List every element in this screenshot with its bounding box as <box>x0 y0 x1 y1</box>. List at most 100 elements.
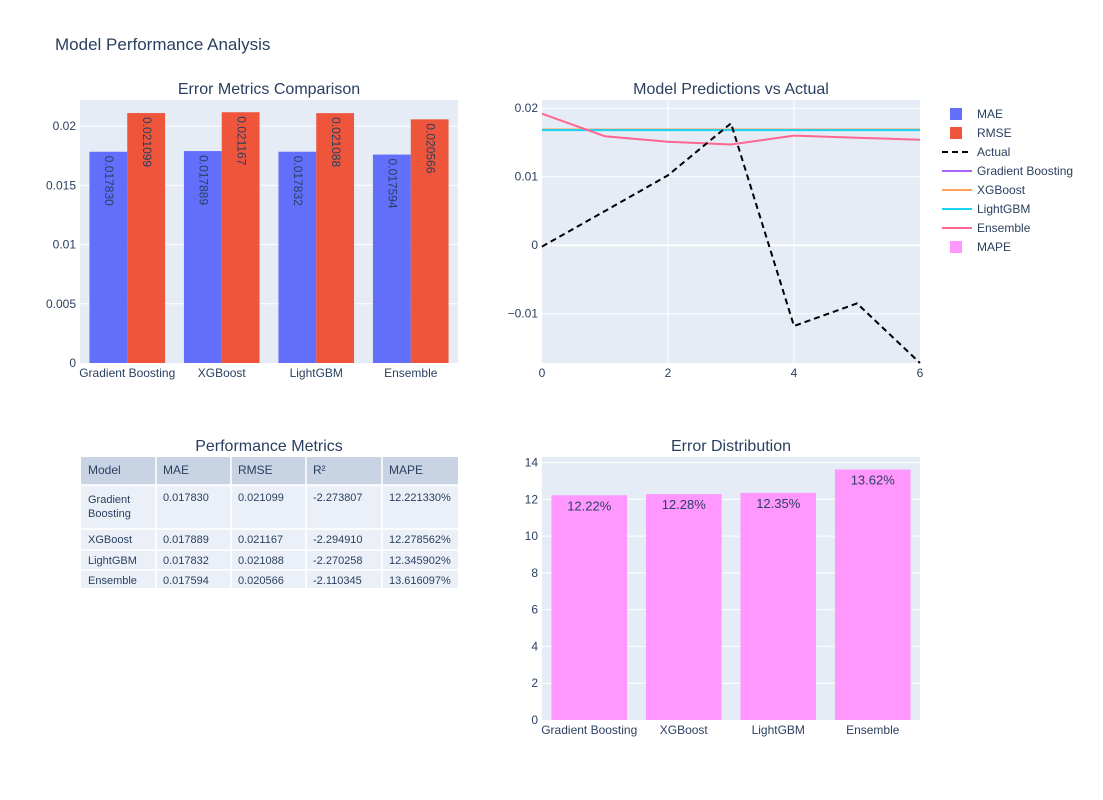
mae-data-label: 0.017832 <box>291 156 305 206</box>
table-cell: Ensemble <box>88 575 137 587</box>
table-cell: 0.021088 <box>238 555 284 567</box>
table-header-bg <box>81 457 458 485</box>
legend-swatch-rmse <box>950 127 962 139</box>
table-cell: Boosting <box>88 508 131 520</box>
mae-bar <box>183 151 222 363</box>
table-header-cell: MAPE <box>389 463 423 477</box>
predictions-chart: Model Predictions vs Actual 0 2 4 6 −0.01 0 0… <box>508 81 924 380</box>
y-tick-label: 4 <box>531 639 538 653</box>
table-cell: 0.017594 <box>163 575 209 587</box>
y-tick-label: 6 <box>531 603 538 617</box>
table-cell: Gradient <box>88 494 130 506</box>
x-tick-label: 2 <box>665 366 672 380</box>
rmse-data-label: 0.020566 <box>423 123 437 173</box>
legend-swatch-mape <box>950 241 962 253</box>
y-tick-label: 0.02 <box>515 101 539 115</box>
x-tick-label: Ensemble <box>846 723 900 737</box>
y-tick-label: −0.01 <box>508 307 539 321</box>
table-cell: 12.345902% <box>389 555 451 567</box>
x-tick-label: Gradient Boosting <box>541 723 637 737</box>
mape-bar <box>645 494 722 720</box>
table-cell: 0.017889 <box>163 534 209 546</box>
legend-label-mape: MAPE <box>977 240 1011 254</box>
y-tick-label: 14 <box>525 456 539 470</box>
rmse-data-label: 0.021088 <box>329 117 343 167</box>
error-metrics-title: Error Metrics Comparison <box>178 81 360 98</box>
x-tick-label: LightGBM <box>752 723 805 737</box>
mape-bar <box>740 492 817 720</box>
y-tick-label: 0 <box>69 356 76 370</box>
x-tick-label: 6 <box>917 366 924 380</box>
rmse-bar <box>127 113 166 363</box>
y-tick-label: 0.01 <box>53 238 77 252</box>
mape-data-label: 13.62% <box>851 473 896 488</box>
legend-swatch-mae <box>950 108 962 120</box>
y-tick-label: 0.015 <box>46 178 76 192</box>
y-tick-label: 10 <box>525 529 539 543</box>
table-row-bg <box>81 529 458 550</box>
mae-data-label: 0.017830 <box>102 156 116 206</box>
mape-bar <box>834 469 911 720</box>
x-tick-label: Ensemble <box>384 366 438 380</box>
table-cell: LightGBM <box>88 555 137 567</box>
table-cell: -2.270258 <box>313 555 363 567</box>
x-tick-label: LightGBM <box>290 366 343 380</box>
y-tick-label: 0 <box>531 238 538 252</box>
table-cell: 0.017832 <box>163 555 209 567</box>
legend-label-rmse: RMSE <box>977 126 1012 140</box>
mae-data-label: 0.017594 <box>386 159 400 209</box>
legend: MAE RMSE Actual Gradient Boosting XGBoost Lig… <box>942 107 1073 254</box>
mae-bar <box>372 154 411 363</box>
mape-data-label: 12.28% <box>662 497 707 512</box>
legend-label-actual: Actual <box>977 145 1010 159</box>
table-row-bg <box>81 485 458 529</box>
table-header-cell: MAE <box>163 463 189 477</box>
table-row-bg <box>81 570 458 588</box>
x-tick-label: XGBoost <box>198 366 247 380</box>
y-tick-label: 0.01 <box>515 170 539 184</box>
y-tick-label: 2 <box>531 676 538 690</box>
mape-bar <box>551 495 628 720</box>
predictions-plot-area <box>542 100 920 363</box>
predictions-title: Model Predictions vs Actual <box>633 81 829 98</box>
ensemble-line <box>541 112 921 146</box>
table-header-cell: R² <box>313 463 326 477</box>
table-cell: 12.221330% <box>389 492 451 504</box>
legend-label-gradient-boosting: Gradient Boosting <box>977 164 1073 178</box>
actual-line <box>541 121 921 364</box>
table-header-cell: RMSE <box>238 463 273 477</box>
performance-table-title: Performance Metrics <box>195 438 343 455</box>
y-tick-label: 8 <box>531 566 538 580</box>
y-tick-label: 12 <box>525 492 539 506</box>
table-cell: -2.294910 <box>313 534 363 546</box>
table-cell: XGBoost <box>88 534 132 546</box>
table-header-cell: Model <box>88 463 121 477</box>
error-metrics-chart: Error Metrics Comparison 0.017830 0.02109… <box>46 81 458 380</box>
mae-data-label: 0.017889 <box>197 155 211 205</box>
rmse-data-label: 0.021099 <box>140 117 154 167</box>
error-distribution-title: Error Distribution <box>671 438 791 455</box>
y-tick-label: 0.02 <box>53 119 77 133</box>
rmse-bar <box>316 113 355 363</box>
table-cell: 0.021167 <box>238 534 283 546</box>
y-tick-label: 0.005 <box>46 297 76 311</box>
mape-data-label: 12.35% <box>756 496 801 511</box>
mae-bar <box>89 151 128 363</box>
mae-bar <box>278 151 317 363</box>
table-cell: 0.017830 <box>163 492 209 504</box>
rmse-bar <box>221 112 260 363</box>
table-cell: 0.020566 <box>238 575 284 587</box>
x-tick-label: 0 <box>539 366 546 380</box>
table-cell: 13.616097% <box>389 575 451 587</box>
mape-data-label: 12.22% <box>567 498 612 513</box>
legend-label-mae: MAE <box>977 107 1003 121</box>
legend-label-ensemble: Ensemble <box>977 221 1031 235</box>
x-tick-label: XGBoost <box>660 723 709 737</box>
table-row-bg <box>81 550 458 570</box>
table-cell: -2.273807 <box>313 492 363 504</box>
table-cell: 12.278562% <box>389 534 451 546</box>
x-tick-label: 4 <box>791 366 798 380</box>
rmse-bar <box>410 119 449 363</box>
error-distribution-chart: Error Distribution 12.22% 12.28% 12.35% 13.… <box>525 438 920 737</box>
